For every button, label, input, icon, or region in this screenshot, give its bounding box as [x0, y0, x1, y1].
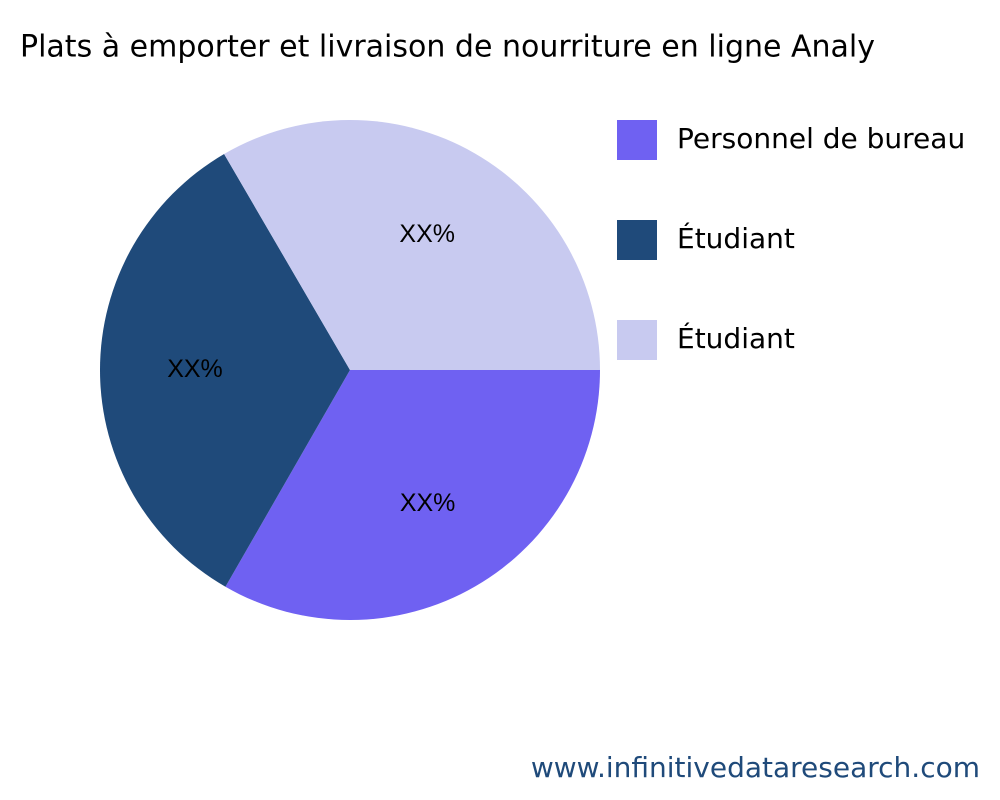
- legend-swatch: [617, 220, 657, 260]
- legend-swatch: [617, 320, 657, 360]
- chart-title: Plats à emporter et livraison de nourrit…: [20, 30, 875, 65]
- legend-swatch: [617, 120, 657, 160]
- data-label: XX%: [399, 220, 455, 248]
- pie-slice: [224, 119, 601, 370]
- legend-label: Étudiant: [677, 221, 795, 255]
- legend-label: Étudiant: [677, 321, 795, 355]
- data-label: XX%: [400, 489, 456, 517]
- pie-slice: [99, 154, 350, 587]
- legend-label: Personnel de bureau: [677, 122, 965, 155]
- pie-slice: [225, 370, 600, 620]
- source: www.infinitivedataresearch.com: [531, 751, 980, 784]
- data-label: XX%: [167, 355, 223, 383]
